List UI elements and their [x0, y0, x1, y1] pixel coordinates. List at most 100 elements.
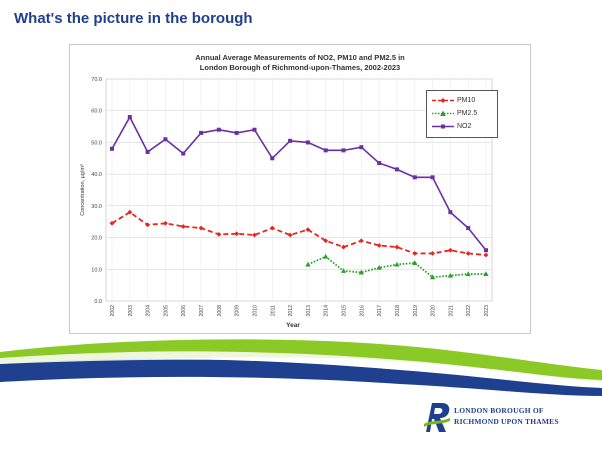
x-tick-label: 2009: [235, 305, 241, 317]
data-point-pm25: [429, 274, 436, 280]
y-tick-label: 50.0: [91, 140, 102, 146]
data-point-pm10: [216, 232, 222, 237]
x-tick-label: 2003: [128, 305, 134, 317]
y-tick-label: 40.0: [91, 172, 102, 178]
data-point-no2: [323, 148, 328, 153]
data-point-pm10: [447, 247, 453, 253]
data-point-pm10: [394, 244, 400, 250]
x-tick-label: 2019: [413, 305, 419, 317]
legend-label-pm25: PM2.5: [457, 110, 478, 117]
data-point-pm10: [109, 220, 115, 226]
data-point-pm10: [269, 225, 275, 231]
chart-title-line-1: Annual Average Measurements of NO2, PM10…: [195, 53, 405, 62]
data-point-pm25: [394, 261, 400, 267]
logo-text-line-2: RICHMOND UPON THAMES: [454, 417, 559, 426]
data-point-pm10: [430, 251, 435, 256]
y-tick-label: 20.0: [91, 236, 102, 242]
y-tick-label: 10.0: [91, 267, 102, 273]
data-point-no2: [110, 146, 114, 151]
data-point-no2: [305, 140, 310, 145]
data-point-pm10: [358, 238, 364, 244]
data-point-pm10: [376, 243, 382, 248]
chart-legend: PM10 PM2.5 NO2: [426, 90, 498, 138]
data-point-no2: [163, 137, 168, 142]
y-tick-label: 0.0: [94, 299, 102, 305]
data-point-pm10: [341, 244, 346, 250]
x-tick-label: 2014: [324, 305, 330, 317]
legend-label-no2: NO2: [457, 123, 472, 130]
x-tick-label: 2012: [288, 305, 294, 317]
data-point-pm10: [252, 232, 257, 238]
x-tick-label: 2022: [466, 305, 472, 317]
y-tick-label: 30.0: [91, 204, 102, 210]
x-tick-label: 2005: [163, 305, 169, 317]
legend-swatch-pm25: [432, 110, 454, 116]
data-point-pm25: [323, 253, 329, 259]
logo-text-line-1: LONDON BOROUGH OF: [454, 406, 544, 415]
x-tick-label: 2002: [110, 305, 116, 317]
chart-title-line-2: London Borough of Richmond-upon-Thames, …: [199, 63, 401, 72]
y-tick-label: 70.0: [91, 77, 102, 83]
data-point-no2: [359, 145, 364, 150]
x-tick-label: 2017: [377, 305, 383, 317]
data-point-no2: [181, 151, 186, 156]
x-tick-label: 2004: [146, 305, 152, 317]
data-point-no2: [377, 161, 382, 166]
data-point-no2: [288, 138, 293, 143]
x-tick-label: 2021: [448, 305, 454, 317]
x-tick-label: 2023: [484, 305, 490, 317]
data-point-pm25: [483, 271, 489, 277]
x-tick-label: 2020: [431, 305, 437, 317]
data-point-pm10: [234, 231, 240, 237]
data-point-pm25: [412, 260, 418, 265]
x-tick-label: 2018: [395, 305, 401, 317]
data-point-no2: [199, 130, 204, 135]
data-point-pm25: [305, 261, 311, 267]
x-tick-label: 2010: [252, 305, 258, 317]
legend-item-pm25: PM2.5: [431, 108, 495, 119]
slide-title: What's the picture in the borough: [14, 10, 253, 27]
chart: Annual Average Measurements of NO2, PM10…: [69, 44, 531, 334]
data-point-pm25: [358, 269, 364, 275]
data-point-no2: [484, 248, 488, 253]
data-point-no2: [234, 130, 239, 135]
legend-label-pm10: PM10: [457, 97, 476, 104]
data-point-no2: [145, 149, 150, 154]
data-point-no2: [430, 175, 435, 180]
data-point-no2: [127, 115, 132, 120]
data-point-pm10: [287, 232, 293, 238]
data-point-pm25: [376, 264, 382, 270]
data-point-pm25: [465, 271, 471, 277]
data-point-pm10: [323, 238, 329, 244]
data-point-pm10: [412, 251, 418, 256]
logo-r-icon: [424, 403, 450, 432]
legend-item-no2: NO2: [431, 121, 495, 132]
data-point-no2: [341, 148, 346, 153]
legend-swatch-no2: [432, 124, 454, 129]
x-axis-label: Year: [286, 322, 300, 329]
data-point-pm10: [465, 251, 471, 256]
y-axis-label: Concentration, µg/m³: [80, 164, 86, 216]
x-tick-label: 2015: [342, 305, 348, 317]
data-point-pm10: [305, 227, 311, 233]
data-point-pm10: [127, 209, 133, 215]
data-point-pm25: [447, 272, 453, 278]
x-tick-label: 2013: [306, 305, 312, 317]
data-point-no2: [448, 210, 453, 215]
legend-swatch-pm10: [432, 98, 454, 103]
x-tick-label: 2008: [217, 305, 223, 317]
data-point-pm10: [483, 252, 489, 258]
x-tick-label: 2016: [359, 305, 365, 317]
data-point-no2: [412, 175, 417, 180]
series-line-no2: [111, 115, 487, 251]
y-tick-label: 60.0: [91, 109, 102, 115]
council-logo: LONDON BOROUGH OF RICHMOND UPON THAMES: [420, 400, 595, 436]
data-point-pm10: [198, 225, 204, 231]
decorative-swoosh: [0, 339, 602, 396]
data-point-pm10: [145, 222, 151, 228]
data-point-no2: [394, 167, 399, 172]
data-point-pm10: [180, 224, 186, 229]
x-tick-label: 2007: [199, 305, 205, 317]
series-line-pm10: [111, 211, 487, 256]
legend-item-pm10: PM10: [431, 95, 495, 106]
